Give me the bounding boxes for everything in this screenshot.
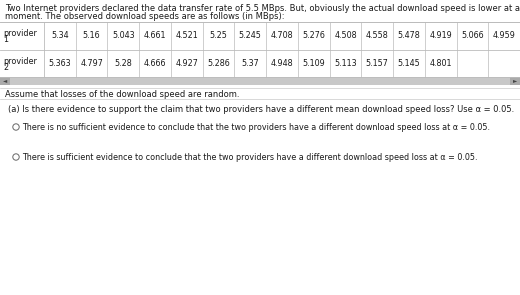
Text: 4.661: 4.661: [144, 32, 166, 40]
Text: moment. The observed download speeds are as follows (in MBps):: moment. The observed download speeds are…: [5, 12, 284, 21]
Text: 5.34: 5.34: [51, 32, 69, 40]
Text: 4.708: 4.708: [271, 32, 293, 40]
Text: 5.043: 5.043: [112, 32, 135, 40]
Text: ►: ►: [513, 78, 517, 83]
Bar: [0, 0, 520, 147]
Text: 5.157: 5.157: [366, 59, 388, 68]
Text: 4.801: 4.801: [430, 59, 452, 68]
Bar: [510, 77, 520, 85]
Text: There is no sufficient evidence to conclude that the two providers have a differ: There is no sufficient evidence to concl…: [22, 122, 490, 132]
Bar: [0, 77, 520, 85]
Bar: [0, 77, 10, 85]
Text: provider: provider: [3, 29, 37, 38]
Bar: [10, 77, 510, 85]
Bar: [0, 101, 520, 295]
Text: 5.37: 5.37: [241, 59, 259, 68]
Text: 5.286: 5.286: [207, 59, 230, 68]
Text: 5.25: 5.25: [210, 32, 227, 40]
Text: 4.666: 4.666: [144, 59, 166, 68]
Text: 5.478: 5.478: [398, 32, 420, 40]
Text: There is sufficient evidence to conclude that the two providers have a different: There is sufficient evidence to conclude…: [22, 153, 477, 161]
Text: 4.959: 4.959: [492, 32, 515, 40]
Text: 4.927: 4.927: [175, 59, 198, 68]
Text: Assume that losses of the download speed are random.: Assume that losses of the download speed…: [5, 90, 240, 99]
Text: 2: 2: [3, 63, 8, 71]
Text: 5.245: 5.245: [239, 32, 262, 40]
Text: 4.521: 4.521: [175, 32, 198, 40]
Text: 4.508: 4.508: [334, 32, 357, 40]
Text: Two Internet providers declared the data transfer rate of 5.5 MBps. But, obvious: Two Internet providers declared the data…: [5, 4, 520, 13]
Text: 4.948: 4.948: [271, 59, 293, 68]
Text: (a) Is there evidence to support the claim that two providers have a different m: (a) Is there evidence to support the cla…: [8, 105, 514, 114]
Text: provider: provider: [3, 57, 37, 65]
Text: 5.109: 5.109: [302, 59, 325, 68]
Text: 4.558: 4.558: [366, 32, 388, 40]
Text: 5.363: 5.363: [48, 59, 71, 68]
Text: ◄: ◄: [3, 78, 7, 83]
Text: 5.066: 5.066: [461, 32, 484, 40]
Text: 4.919: 4.919: [430, 32, 452, 40]
Text: 5.145: 5.145: [398, 59, 420, 68]
Text: 5.276: 5.276: [302, 32, 325, 40]
Text: 5.28: 5.28: [114, 59, 132, 68]
Text: 4.797: 4.797: [80, 59, 103, 68]
Text: 5.16: 5.16: [83, 32, 100, 40]
Text: 1: 1: [3, 35, 8, 44]
Text: 5.113: 5.113: [334, 59, 357, 68]
